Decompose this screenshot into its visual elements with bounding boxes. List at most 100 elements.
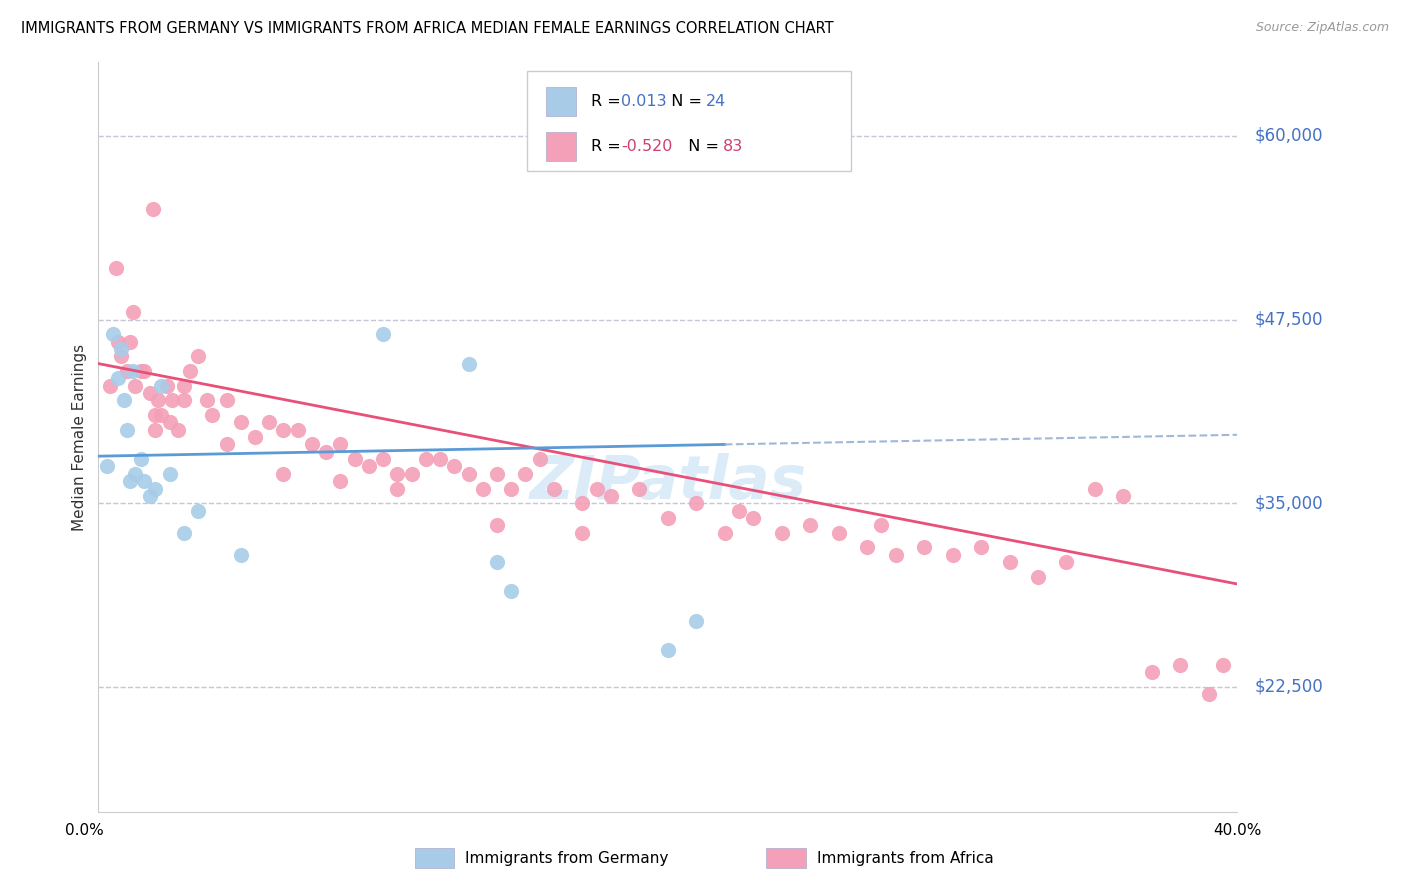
Point: [173, 525, 195, 540]
Point: [1140, 665, 1163, 680]
Point: [1198, 687, 1220, 701]
Text: R =: R =: [591, 94, 626, 109]
Point: [110, 342, 132, 356]
Text: $22,500: $22,500: [1254, 678, 1323, 696]
Point: [371, 327, 394, 342]
Point: [415, 452, 437, 467]
Point: [101, 327, 124, 342]
Point: [571, 496, 593, 510]
Point: [287, 423, 309, 437]
Point: [159, 467, 181, 481]
Point: [273, 423, 295, 437]
Point: [104, 261, 127, 276]
Point: [357, 459, 380, 474]
Text: 83: 83: [723, 139, 742, 153]
Point: [243, 430, 266, 444]
Point: [179, 364, 201, 378]
Text: 0.0%: 0.0%: [65, 823, 104, 838]
Point: [138, 489, 160, 503]
Point: [742, 511, 765, 525]
Point: [628, 482, 651, 496]
Text: IMMIGRANTS FROM GERMANY VS IMMIGRANTS FROM AFRICA MEDIAN FEMALE EARNINGS CORRELA: IMMIGRANTS FROM GERMANY VS IMMIGRANTS FR…: [21, 21, 834, 36]
Point: [132, 364, 155, 378]
Point: [159, 416, 181, 430]
Point: [429, 452, 451, 467]
Point: [301, 437, 323, 451]
Point: [162, 393, 184, 408]
Point: [121, 364, 143, 378]
Point: [457, 467, 479, 481]
Point: [1026, 569, 1049, 583]
Text: N =: N =: [678, 139, 724, 153]
Y-axis label: Median Female Earnings: Median Female Earnings: [72, 343, 87, 531]
Point: [187, 503, 209, 517]
Point: [1056, 555, 1078, 569]
Point: [1112, 489, 1135, 503]
Point: [685, 496, 707, 510]
Point: [138, 386, 160, 401]
Point: [148, 393, 170, 408]
Point: [215, 393, 238, 408]
Text: $60,000: $60,000: [1254, 127, 1323, 145]
Point: [1212, 657, 1234, 672]
Text: N =: N =: [661, 94, 707, 109]
Text: 24: 24: [706, 94, 725, 109]
Point: [121, 305, 143, 319]
Point: [884, 548, 907, 562]
Point: [124, 467, 146, 481]
Point: [115, 423, 138, 437]
Point: [828, 525, 851, 540]
Point: [1084, 482, 1107, 496]
Point: [471, 482, 494, 496]
Point: [110, 349, 132, 363]
Point: [856, 541, 879, 555]
Point: [571, 525, 593, 540]
Point: [145, 408, 167, 422]
Point: [387, 482, 409, 496]
Point: [329, 437, 352, 451]
Point: [187, 349, 209, 363]
Point: [371, 452, 394, 467]
Text: Immigrants from Africa: Immigrants from Africa: [817, 851, 994, 865]
Point: [315, 444, 337, 458]
Point: [486, 555, 509, 569]
Point: [112, 393, 135, 408]
Point: [1170, 657, 1192, 672]
Point: [387, 467, 409, 481]
Point: [529, 452, 551, 467]
Point: [129, 364, 152, 378]
Text: -0.520: -0.520: [621, 139, 673, 153]
Point: [714, 525, 737, 540]
Point: [343, 452, 366, 467]
Point: [486, 518, 509, 533]
Point: [150, 408, 173, 422]
Point: [201, 408, 224, 422]
Point: [145, 482, 167, 496]
Point: [156, 378, 179, 392]
Point: [970, 541, 993, 555]
Point: [799, 518, 821, 533]
Point: [457, 357, 479, 371]
Point: [107, 371, 129, 385]
Text: $35,000: $35,000: [1254, 494, 1323, 512]
Point: [501, 482, 523, 496]
Text: 40.0%: 40.0%: [1213, 823, 1261, 838]
Point: [96, 459, 118, 474]
Point: [229, 416, 252, 430]
Point: [543, 482, 565, 496]
Point: [515, 467, 537, 481]
Point: [107, 334, 129, 349]
Point: [401, 467, 423, 481]
Point: [501, 584, 523, 599]
Point: [870, 518, 893, 533]
Point: [129, 452, 152, 467]
Point: [329, 474, 352, 488]
Text: Source: ZipAtlas.com: Source: ZipAtlas.com: [1256, 21, 1389, 34]
Point: [486, 467, 509, 481]
Point: [98, 378, 121, 392]
Text: ZIPatlas: ZIPatlas: [529, 452, 807, 511]
Point: [585, 482, 607, 496]
Point: [124, 378, 146, 392]
Point: [657, 511, 679, 525]
Point: [215, 437, 238, 451]
